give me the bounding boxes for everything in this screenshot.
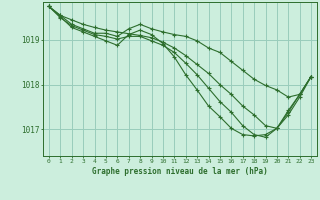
X-axis label: Graphe pression niveau de la mer (hPa): Graphe pression niveau de la mer (hPa) [92, 167, 268, 176]
